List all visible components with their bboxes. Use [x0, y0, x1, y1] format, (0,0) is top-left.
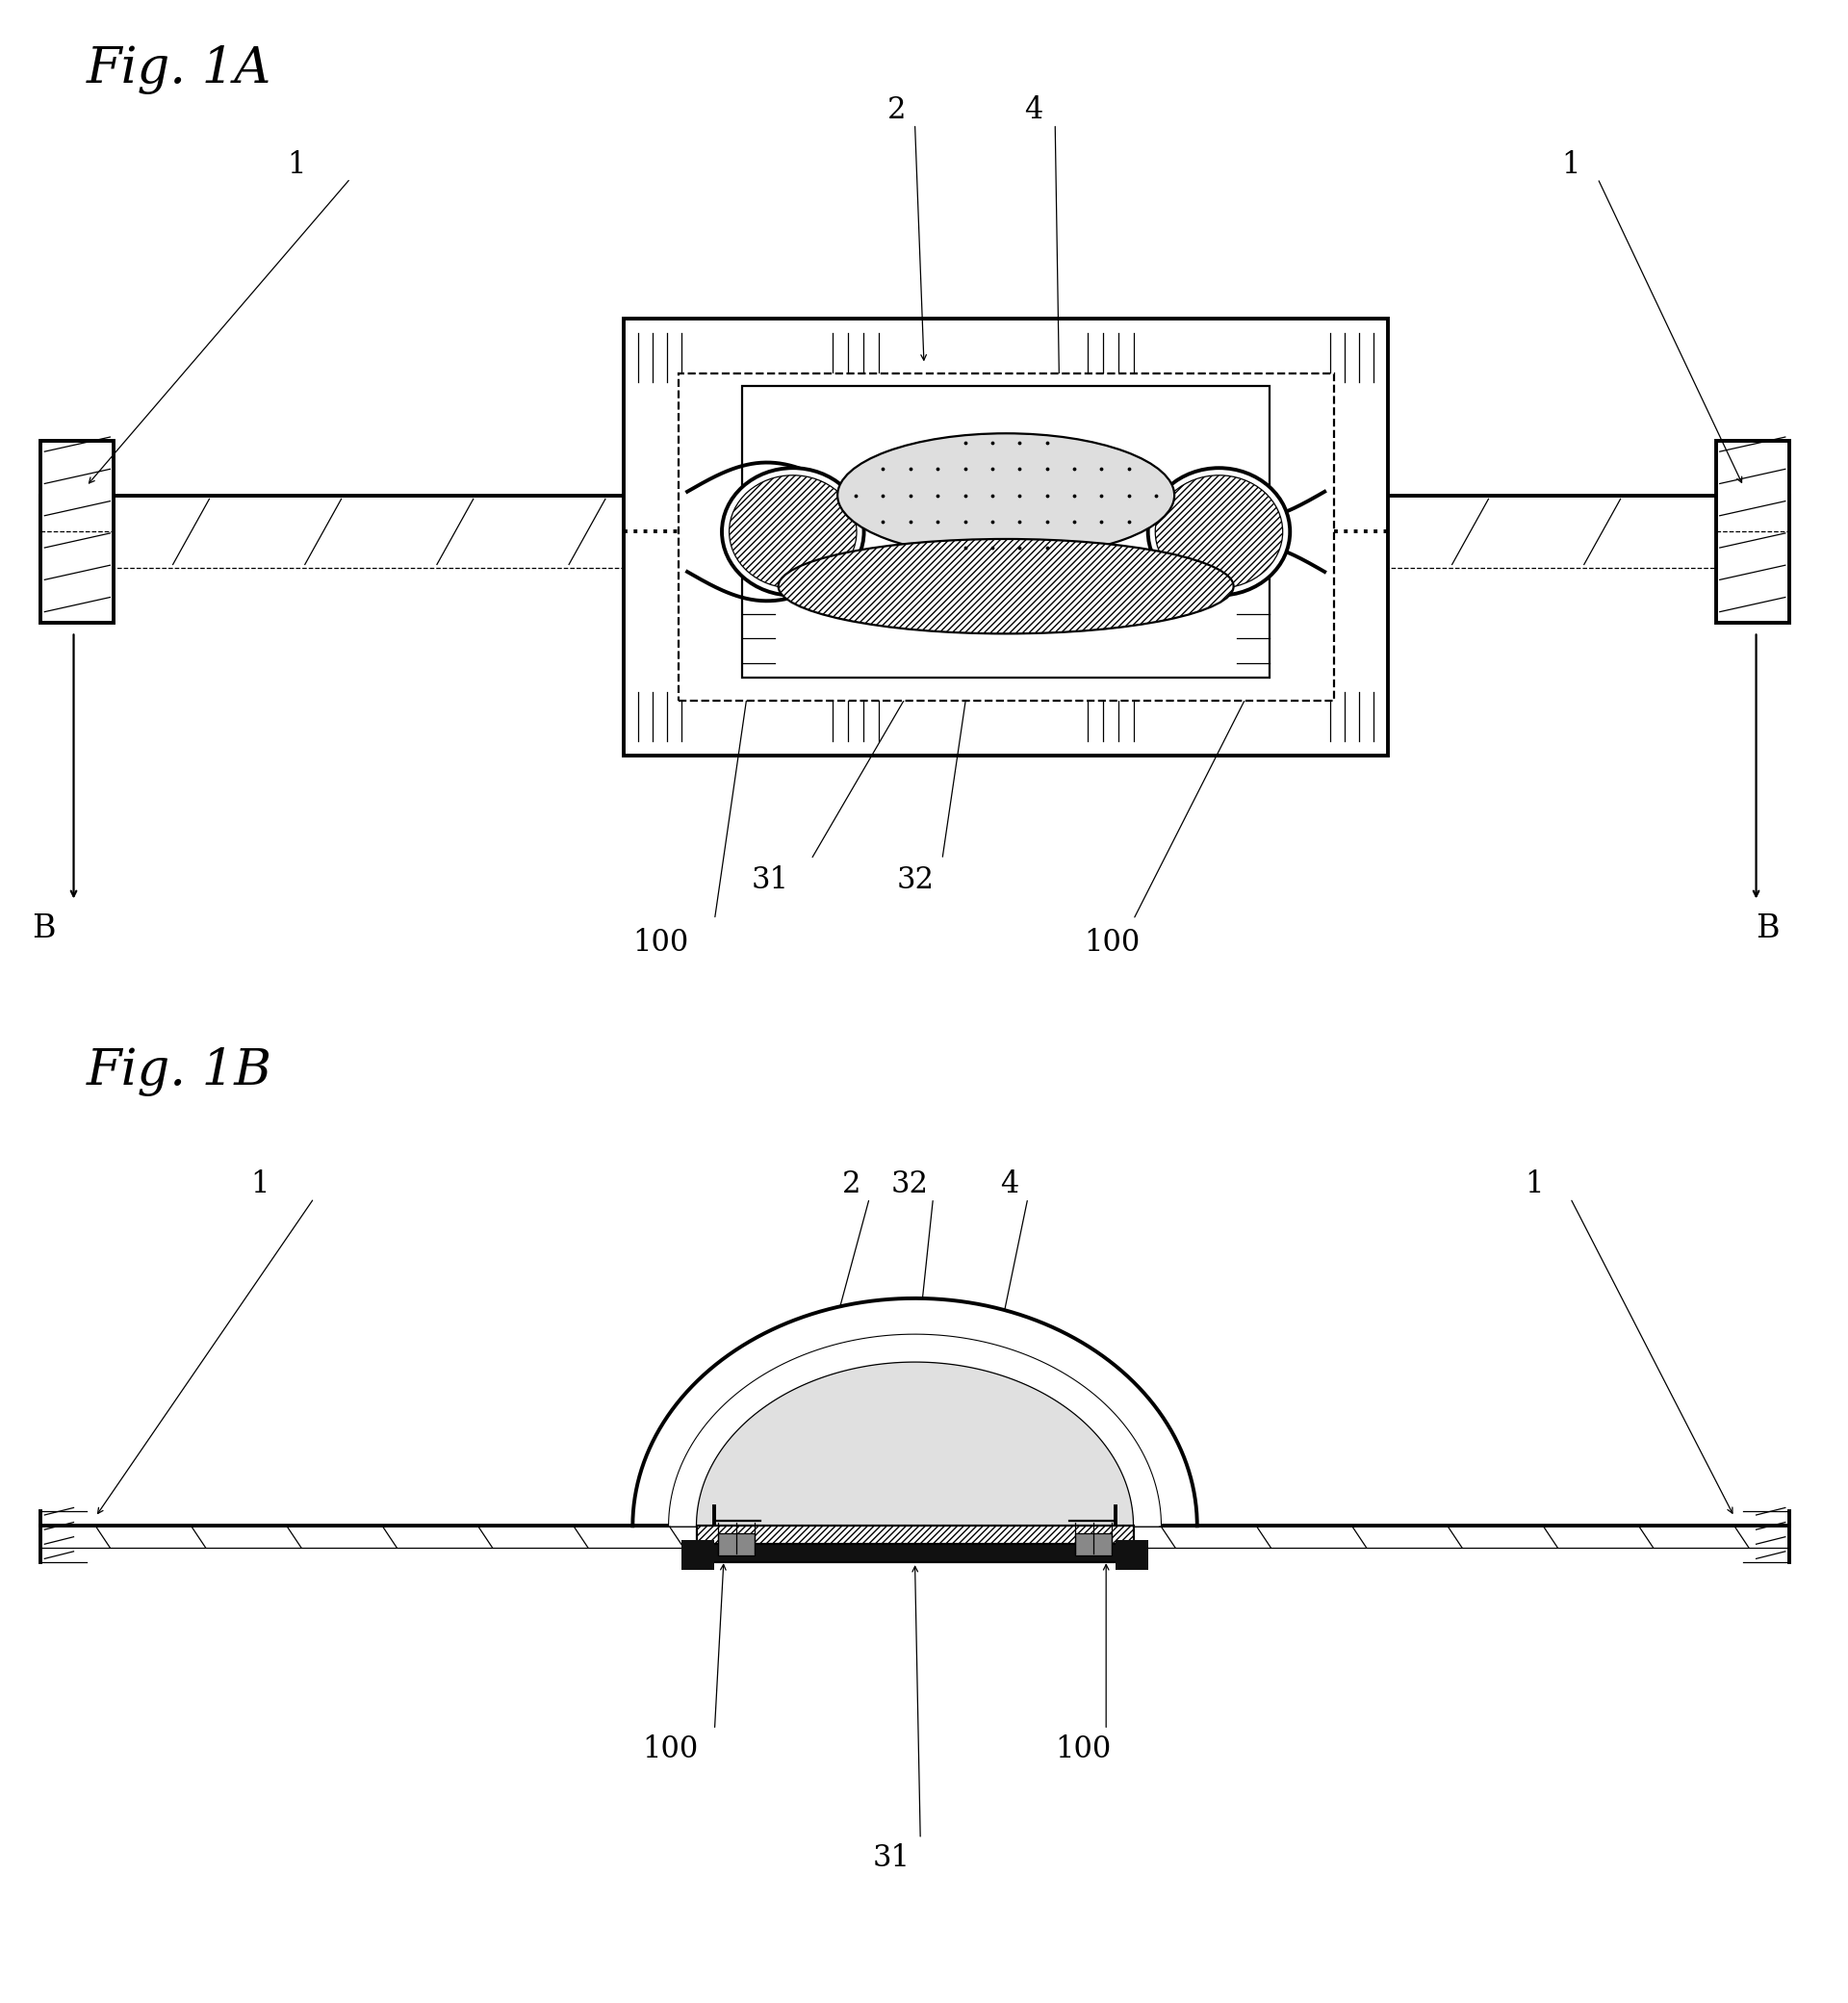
- Polygon shape: [632, 1298, 1198, 1526]
- Text: 32: 32: [896, 865, 935, 895]
- Text: 2: 2: [843, 1170, 861, 1200]
- Text: 4: 4: [1000, 1170, 1018, 1200]
- Text: B: B: [1756, 913, 1780, 945]
- Text: 2: 2: [887, 96, 906, 124]
- Bar: [741, 387, 1270, 677]
- Text: 32: 32: [891, 1170, 930, 1200]
- Text: B: B: [31, 913, 55, 945]
- Ellipse shape: [1148, 469, 1290, 595]
- Text: Fig. 1A: Fig. 1A: [87, 46, 272, 94]
- Polygon shape: [669, 1334, 1161, 1526]
- Bar: [1076, 1532, 1111, 1554]
- Text: 100: 100: [1055, 1735, 1111, 1765]
- Bar: [41, 441, 115, 623]
- Polygon shape: [632, 1298, 1198, 1526]
- Text: 4: 4: [1024, 96, 1042, 124]
- Bar: [623, 318, 1388, 755]
- Ellipse shape: [723, 469, 863, 595]
- Text: 100: 100: [632, 927, 689, 957]
- Text: 1: 1: [1525, 1170, 1543, 1200]
- Text: Fig. 1B: Fig. 1B: [87, 1048, 272, 1096]
- Bar: [697, 1544, 1133, 1562]
- Polygon shape: [697, 1362, 1133, 1526]
- Ellipse shape: [778, 539, 1234, 633]
- Text: 1: 1: [249, 1170, 270, 1200]
- Text: 100: 100: [641, 1735, 699, 1765]
- Bar: [682, 1540, 715, 1570]
- Bar: [697, 1526, 1133, 1558]
- Bar: [1717, 441, 1789, 623]
- Ellipse shape: [837, 433, 1173, 557]
- Text: 100: 100: [1085, 927, 1140, 957]
- Text: 1: 1: [286, 150, 305, 180]
- Text: 31: 31: [750, 865, 789, 895]
- Text: 31: 31: [872, 1843, 911, 1873]
- Bar: [719, 1532, 754, 1554]
- Text: 1: 1: [1562, 150, 1580, 180]
- Bar: [678, 373, 1334, 701]
- Bar: [1114, 1540, 1148, 1570]
